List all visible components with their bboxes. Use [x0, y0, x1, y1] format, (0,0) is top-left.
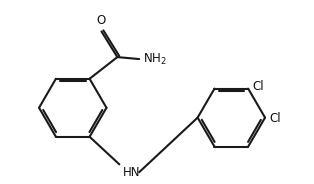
Text: Cl: Cl	[252, 80, 264, 93]
Text: NH$_2$: NH$_2$	[143, 52, 167, 67]
Text: O: O	[97, 14, 106, 26]
Text: HN: HN	[123, 166, 141, 179]
Text: Cl: Cl	[269, 112, 281, 125]
